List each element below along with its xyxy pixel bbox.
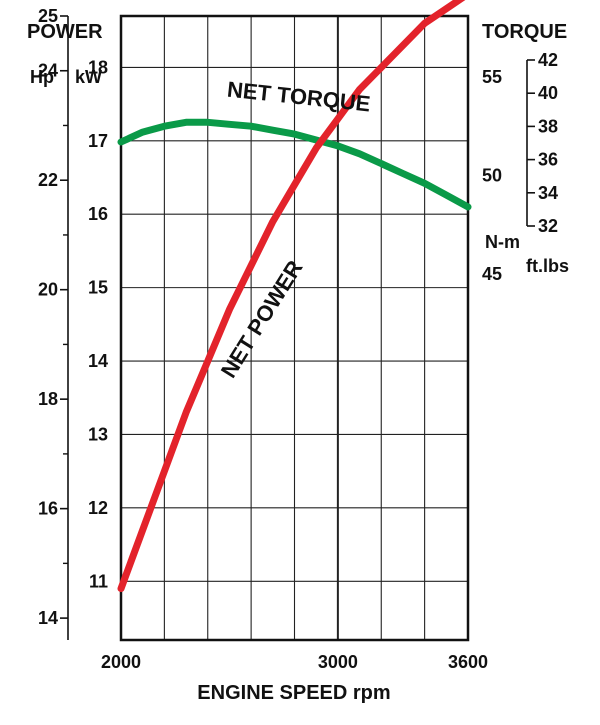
hp-tick-label: 25 (38, 6, 58, 26)
kw-tick-label: 14 (88, 351, 108, 371)
kw-tick-label: 15 (88, 278, 108, 298)
net-power-curve (117, 0, 466, 593)
hp-tick-label: 20 (38, 280, 58, 300)
hp-tick-label: 22 (38, 170, 58, 190)
net-torque-label: NET TORQUE (226, 77, 372, 117)
kw-tick-label: 17 (88, 131, 108, 151)
x-tick-label: 3000 (318, 652, 358, 672)
kw-tick-label: 18 (88, 57, 108, 77)
ftlbs-tick-label: 36 (538, 150, 558, 170)
nm-tick-label: 55 (482, 67, 502, 87)
net-torque-curve (117, 118, 472, 211)
kw-unit-label: kW (75, 67, 102, 87)
kw-tick-label: 11 (89, 571, 108, 591)
ftlbs-unit-label: ft.lbs (526, 256, 569, 276)
power-title: POWER (27, 21, 103, 43)
series-layer (117, 0, 472, 593)
ftlbs-tick-label: 42 (538, 50, 558, 70)
ftlbs-tick-label: 32 (538, 216, 558, 236)
kw-tick-label: 16 (88, 204, 108, 224)
ftlbs-tick-label: 40 (538, 83, 558, 103)
ftlbs-tick-label: 38 (538, 116, 558, 136)
net-power-label: NET POWER (216, 256, 308, 382)
axes-layer: 2000 3000 3600 11 12 13 14 15 16 17 18 14 16 18 20 22 24… (38, 6, 558, 672)
nm-tick-label: 50 (482, 165, 502, 185)
plot-frame (119, 14, 470, 642)
x-axis-title: ENGINE SPEED rpm (197, 682, 390, 704)
nm-unit-label: N-m (485, 232, 520, 252)
kw-tick-label: 13 (88, 424, 108, 444)
x-tick-label: 2000 (101, 652, 141, 672)
grid-layer (119, 14, 470, 642)
hp-tick-label: 24 (38, 61, 58, 81)
torque-title: TORQUE (482, 21, 567, 43)
hp-unit-label: Hp (30, 67, 54, 87)
x-tick-label: 3600 (448, 652, 488, 672)
hp-tick-label: 16 (38, 499, 58, 519)
ftlbs-tick-label: 34 (538, 183, 558, 203)
kw-tick-label: 12 (88, 498, 108, 518)
hp-tick-label: 14 (38, 608, 58, 628)
nm-tick-label: 45 (482, 264, 502, 284)
hp-tick-label: 18 (38, 389, 58, 409)
